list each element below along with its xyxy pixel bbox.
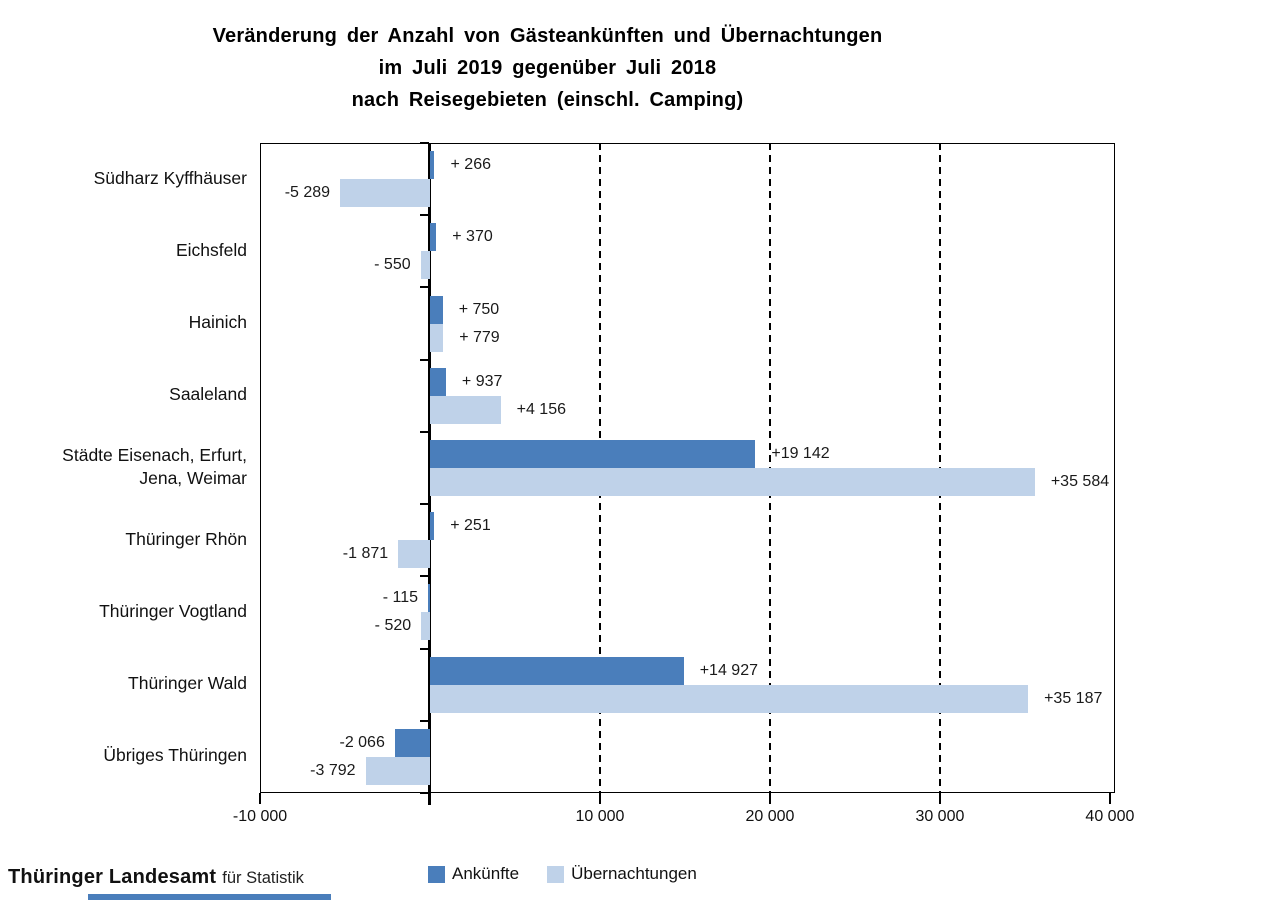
x-axis-tick-label: 40 000	[1085, 808, 1135, 825]
bar-value-label: +35 584	[1050, 473, 1110, 490]
bar-uebernachtungen	[429, 323, 444, 352]
bar-ankuenfte	[429, 367, 446, 396]
chart-title-line2: im Juli 2019 gegenüber Juli 2018	[378, 57, 717, 79]
bar-value-label: + 251	[450, 517, 491, 535]
category-label: Südharz Kyffhäuser	[93, 167, 247, 188]
legend-label-uebernachtungen: Übernachtungen	[571, 864, 697, 883]
bar-uebernachtungen	[398, 540, 430, 569]
bar-ankuenfte	[429, 656, 684, 685]
category-tick	[419, 792, 429, 794]
x-axis-tick-label: 30 000	[915, 808, 965, 825]
category-tick	[419, 503, 429, 506]
chart-title-line1: Veränderung der Anzahl von Gästeankünfte…	[212, 25, 883, 47]
x-axis-tick	[259, 793, 261, 804]
bar-value-label: +35 187	[1044, 689, 1103, 707]
bar-uebernachtungen	[340, 179, 430, 208]
category-tick	[419, 430, 429, 433]
bar-ankuenfte	[429, 223, 437, 252]
category-label: Thüringer Wald	[128, 673, 247, 694]
category-tick	[419, 286, 429, 289]
bar-uebernachtungen	[429, 395, 501, 424]
bar-value-label: - 520	[374, 617, 412, 635]
bar-ankuenfte	[394, 728, 430, 757]
bar-uebernachtungen	[420, 251, 430, 280]
bar-value-label: + 779	[459, 328, 500, 346]
bar-uebernachtungen	[365, 756, 430, 785]
bar-ankuenfte	[429, 295, 443, 324]
bar-ankuenfte	[429, 512, 435, 541]
x-axis-tick-label: 20 000	[745, 808, 795, 825]
bar-value-label: +19 142	[771, 445, 830, 462]
x-axis-tick	[938, 793, 941, 804]
category-tick	[419, 358, 429, 361]
category-label: Eichsfeld	[175, 239, 247, 260]
x-axis-tick-label: -10 000	[232, 808, 288, 825]
category-label: Saaleland	[169, 384, 247, 405]
bar-value-label: + 937	[461, 372, 503, 390]
category-tick	[419, 647, 429, 650]
bar-uebernachtungen	[429, 468, 1035, 496]
bar-value-label: + 266	[450, 156, 491, 174]
footer-org-name: Thüringer Landesamt	[8, 866, 217, 888]
x-axis-tick	[428, 793, 431, 804]
bar-value-label: + 750	[458, 300, 500, 318]
bar-value-label: -1 871	[342, 545, 389, 563]
category-tick	[419, 719, 429, 722]
category-label: Übriges Thüringen	[103, 745, 247, 766]
category-tick	[419, 214, 429, 217]
category-label: Hainich	[188, 312, 247, 333]
legend: Ankünfte Übernachtungen	[428, 864, 697, 884]
bar-value-label: - 550	[374, 256, 411, 274]
bar-value-label: -2 066	[339, 733, 385, 751]
legend-item-ankuenfte: Ankünfte	[428, 864, 519, 884]
category-tick	[419, 142, 429, 144]
bar-value-label: - 115	[382, 589, 419, 607]
bar-value-label: + 370	[452, 228, 493, 246]
x-axis-tick-label: 10 000	[575, 808, 625, 825]
x-axis-tick	[598, 793, 601, 804]
bar-value-label: +4 156	[516, 400, 566, 418]
chart-title-line3: nach Reisegebieten (einschl. Camping)	[351, 89, 744, 111]
category-label: Thüringer Vogtland	[99, 600, 247, 621]
bar-ankuenfte	[429, 440, 756, 468]
footer-org-subtitle: für Statistik	[222, 869, 304, 887]
bar-ankuenfte	[429, 151, 435, 180]
x-axis-tick	[768, 793, 771, 804]
legend-item-uebernachtungen: Übernachtungen	[547, 864, 697, 884]
category-label: Thüringer Rhön	[125, 528, 247, 549]
x-axis-tick	[1108, 793, 1111, 804]
bar-value-label: -3 792	[310, 761, 356, 779]
bar-value-label: +14 927	[699, 661, 758, 679]
legend-label-ankuenfte: Ankünfte	[452, 864, 520, 883]
chart-title: Veränderung der Anzahl von Gästeankünfte…	[0, 20, 1095, 116]
legend-swatch-uebernachtungen-icon	[547, 865, 565, 883]
category-label: Städte Eisenach, Erfurt, Jena, Weimar	[62, 445, 247, 488]
legend-swatch-ankuenfte-icon	[428, 865, 445, 883]
bar-ankuenfte	[428, 584, 431, 613]
bar-value-label: -5 289	[284, 184, 331, 202]
footer-logo-bar	[88, 894, 331, 900]
bar-uebernachtungen	[429, 684, 1029, 713]
category-tick	[419, 575, 429, 578]
bar-uebernachtungen	[421, 612, 430, 641]
footer-attribution: Thüringer Landesamt für Statistik	[8, 866, 304, 889]
